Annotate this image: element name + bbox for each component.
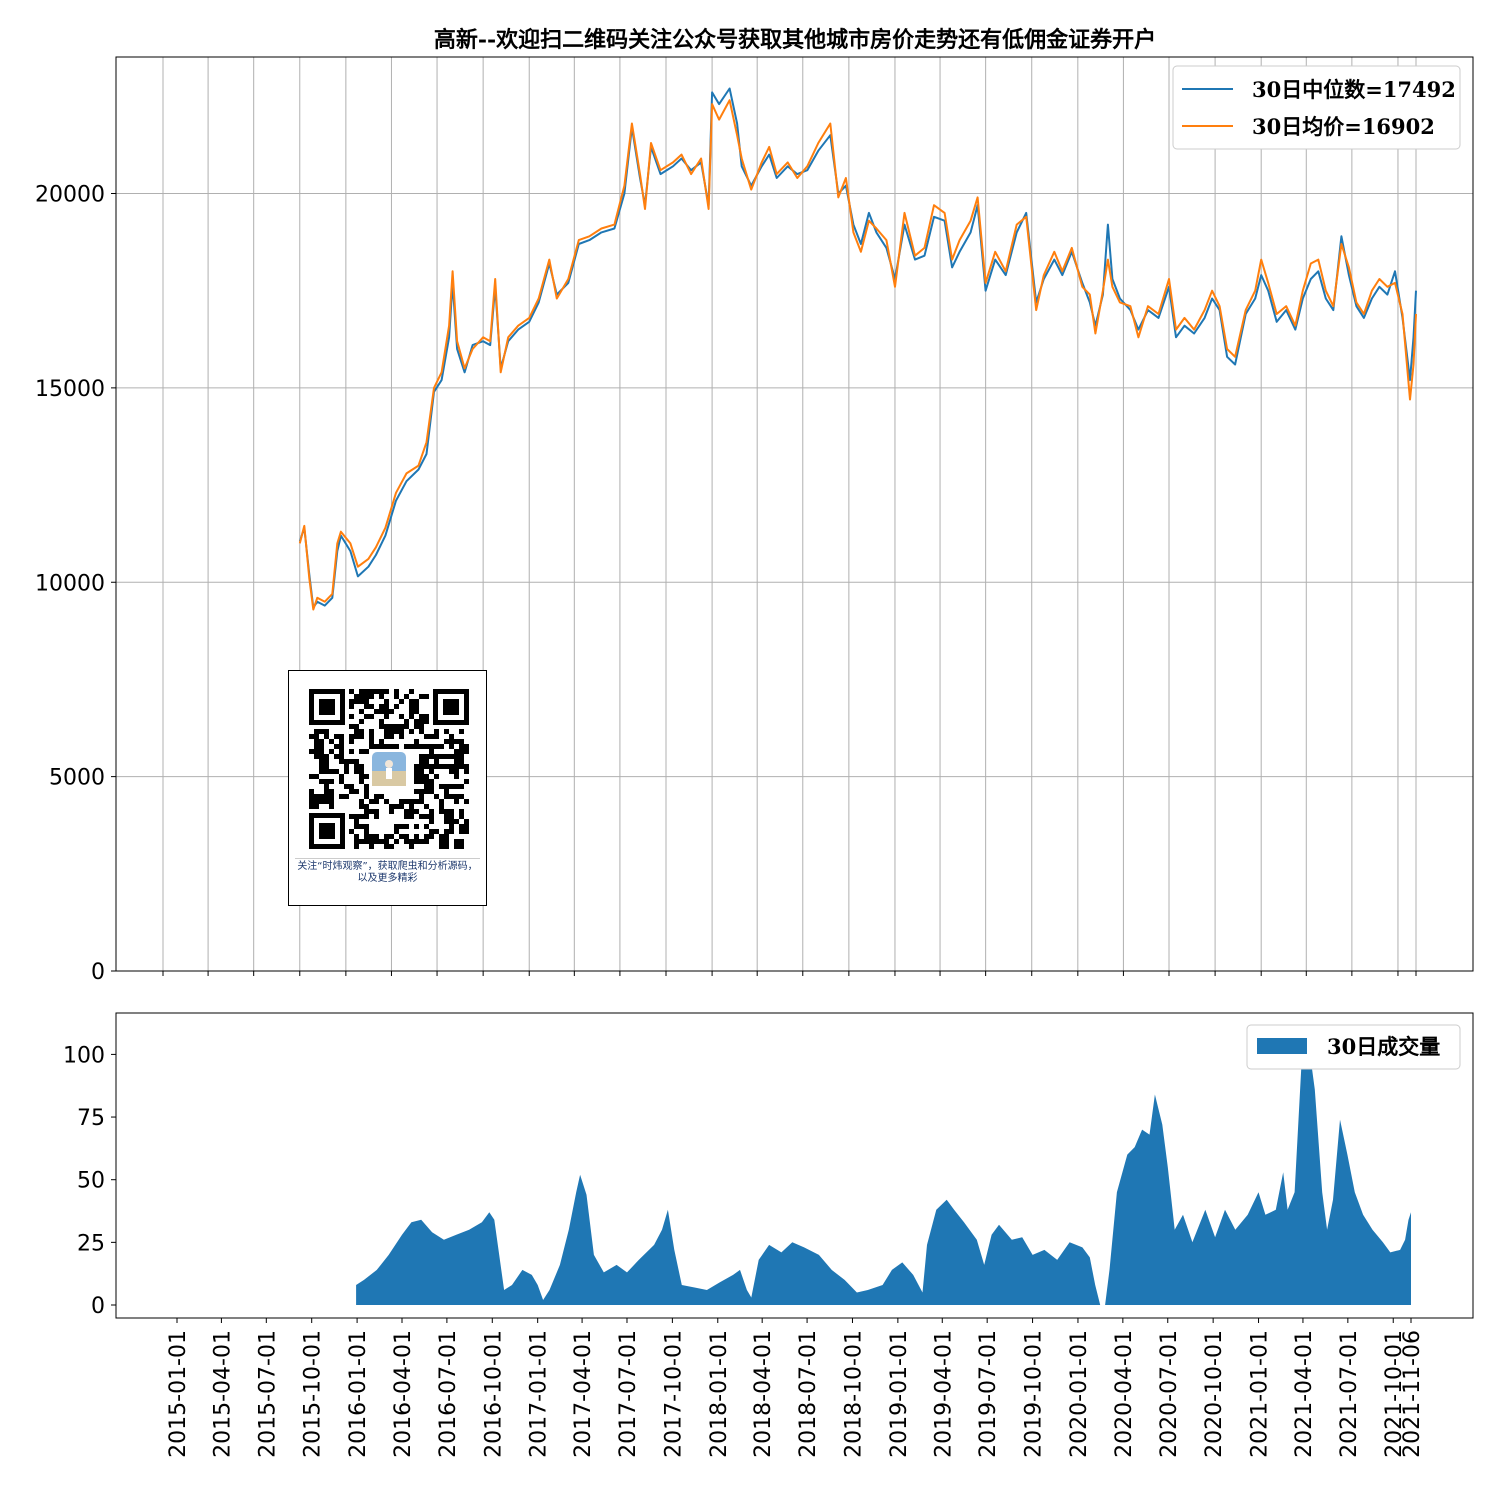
chart-title: 高新--欢迎扫二维码关注公众号获取其他城市房价走势还有低佣金证券开户 [434, 27, 1156, 53]
volume-legend-box [1246, 1024, 1461, 1070]
price-grid [116, 57, 1473, 972]
x-tick-label: 2021-11-06 [1400, 1330, 1425, 1458]
price-lines [298, 87, 1417, 611]
x-tick-label: 2016-01-01 [346, 1330, 371, 1458]
x-tick-label: 2020-01-01 [1067, 1330, 1092, 1458]
x-tick-label: 2019-07-01 [976, 1330, 1001, 1458]
volume-fill [356, 1034, 1412, 1305]
x-tick-label: 2015-01-01 [166, 1330, 191, 1458]
price-y-tick-label: 15000 [35, 377, 105, 402]
x-tick-label: 2016-07-01 [436, 1330, 461, 1458]
volume-y-tick-label: 75 [77, 1106, 105, 1131]
x-tick-label: 2017-07-01 [616, 1330, 641, 1458]
x-tick-label: 2017-04-01 [571, 1330, 596, 1458]
x-tick-label: 2021-10-01 [1382, 1330, 1407, 1458]
legend-median-label: 30日中位数=17492 [1252, 77, 1456, 102]
x-tick-label: 2015-10-01 [301, 1330, 326, 1458]
volume-y-tick-label: 0 [91, 1294, 105, 1319]
price-y-tick-label: 5000 [49, 766, 105, 791]
x-tick-label: 2021-01-01 [1248, 1330, 1273, 1458]
median-line [298, 87, 1417, 609]
x-tick-label: 2019-01-01 [887, 1330, 912, 1458]
price-x-tick-marks [162, 971, 1417, 976]
volume-legend: 30日成交量 [1246, 1024, 1461, 1070]
x-tick-label: 2017-10-01 [661, 1330, 686, 1458]
x-tick-label: 2016-10-01 [481, 1330, 506, 1458]
volume-y-tick-label: 50 [77, 1169, 105, 1194]
legend-volume-label: 30日成交量 [1327, 1034, 1440, 1059]
qr-code-icon [309, 689, 469, 849]
legend-volume-swatch [1257, 1038, 1307, 1054]
mean-line [298, 99, 1417, 611]
x-tick-label: 2019-04-01 [931, 1330, 956, 1458]
price-legend: 30日中位数=17492 30日均价=16902 [1172, 65, 1461, 150]
price-y-ticks: 0 5000 10000 15000 20000 [35, 183, 116, 985]
price-panel: 0 5000 10000 15000 20000 30日中位数=17492 30日均价=… [35, 56, 1474, 985]
price-y-tick-label: 10000 [35, 571, 105, 596]
volume-y-ticks: 0 25 50 75 100 [63, 1043, 116, 1319]
x-tick-label: 2020-07-01 [1157, 1330, 1182, 1458]
x-tick-label: 2019-10-01 [1022, 1330, 1047, 1458]
x-tick-label: 2018-07-01 [796, 1330, 821, 1458]
x-tick-label: 2016-04-01 [391, 1330, 416, 1458]
volume-y-tick-label: 100 [63, 1043, 105, 1068]
price-y-tick-label: 0 [91, 960, 105, 985]
volume-y-tick-label: 25 [77, 1231, 105, 1256]
price-y-tick-label: 20000 [35, 183, 105, 208]
volume-area [356, 1034, 1412, 1305]
x-tick-label: 2020-04-01 [1112, 1330, 1137, 1458]
x-tick-label: 2018-04-01 [751, 1330, 776, 1458]
x-tick-label: 2021-04-01 [1292, 1330, 1317, 1458]
x-tick-label: 2015-04-01 [210, 1330, 235, 1458]
x-tick-label: 2021-07-01 [1337, 1330, 1362, 1458]
price-legend-box [1172, 65, 1461, 150]
price-plot-frame [115, 56, 1474, 972]
volume-plot-frame [115, 1012, 1474, 1319]
qr-caption: 关注“时炜观察”，获取爬虫和分析源码，以及更多精彩 [295, 858, 480, 885]
qr-code-panel: 关注“时炜观察”，获取爬虫和分析源码，以及更多精彩 [288, 670, 487, 906]
x-tick-label: 2020-10-01 [1202, 1330, 1227, 1458]
x-tick-label: 2017-01-01 [527, 1330, 552, 1458]
x-tick-label: 2015-07-01 [255, 1330, 280, 1458]
x-tick-label: 2018-10-01 [841, 1330, 866, 1458]
volume-x-ticks: 2015-01-01 2015-04-01 2015-07-01 2015-10-01… [166, 1318, 1425, 1458]
legend-mean-label: 30日均价=16902 [1252, 114, 1435, 139]
volume-panel: 0 25 50 75 100 2015-01-01 2015-04-01 2015-07-0… [63, 1012, 1474, 1458]
x-tick-label: 2018-01-01 [707, 1330, 732, 1458]
